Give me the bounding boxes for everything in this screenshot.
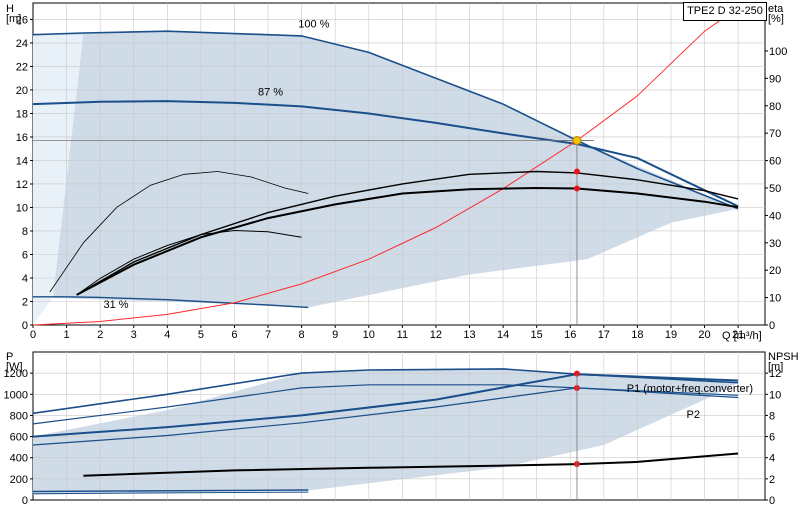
power-curve	[32, 387, 739, 446]
p-axis-unit: [W]	[6, 361, 23, 373]
npsh-tick-label: 6	[769, 432, 775, 444]
y2-tick-label: 100	[769, 46, 787, 58]
efficiency-curve	[49, 171, 309, 293]
y2-tick-label: 20	[769, 265, 781, 277]
y-tick-label: 4	[22, 273, 28, 285]
x-tick-label: 12	[430, 329, 442, 341]
y2-tick-label: 90	[769, 73, 781, 85]
p-tick-label: 600	[10, 432, 28, 444]
low-flow-area	[33, 34, 84, 325]
head-curve	[32, 30, 739, 210]
model-title: TPE2 D 32-250	[683, 2, 767, 21]
y-tick-label: 2	[22, 296, 28, 308]
efficiency-curve	[76, 229, 302, 296]
y2-tick-label: 60	[769, 156, 781, 168]
p-tick-label: 800	[10, 410, 28, 422]
x-tick-label: 9	[332, 329, 338, 341]
y-tick-label: 24	[16, 38, 28, 50]
x-tick-label: 6	[231, 329, 237, 341]
x-tick-label: 13	[463, 329, 475, 341]
x-tick-label: 11	[397, 329, 408, 341]
npsh-tick-label: 8	[769, 410, 775, 422]
npsh-tick-label: 10	[769, 389, 781, 401]
p-tick-label: 1000	[4, 389, 28, 401]
y2-tick-label: 0	[769, 320, 775, 332]
npsh-axis-unit: [m]	[768, 361, 783, 373]
x-tick-label: 2	[97, 329, 103, 341]
p-tick-label: 200	[10, 474, 28, 486]
efficiency-point	[573, 168, 580, 175]
y-tick-label: 6	[22, 249, 28, 261]
y-tick-label: 0	[22, 320, 28, 332]
x-tick-label: 1	[64, 329, 70, 341]
p-axis-label: P	[6, 351, 13, 363]
y2-tick-label: 50	[769, 183, 781, 195]
y-tick-label: 22	[16, 61, 28, 73]
label-p1: P1 (motor+freq.converter)	[627, 383, 753, 395]
x-tick-label: 10	[363, 329, 375, 341]
y-axis-label: H	[6, 3, 14, 15]
npsh-tick-label: 2	[769, 474, 775, 486]
x-tick-label: 0	[30, 329, 36, 341]
speed-label-100: 100 %	[298, 19, 329, 31]
speed-label-31: 31 %	[104, 299, 129, 311]
x-axis-label: Q [m³/h]	[722, 330, 762, 342]
npsh-tick-label: 12	[769, 368, 781, 380]
y-tick-label: 10	[16, 202, 28, 214]
p-tick-label: 1200	[4, 368, 28, 380]
x-tick-label: 5	[198, 329, 204, 341]
x-tick-label: 20	[698, 329, 710, 341]
y2-tick-label: 10	[769, 293, 781, 305]
head-curve	[33, 296, 309, 309]
x-tick-label: 21	[732, 329, 744, 341]
speed-label-87: 87 %	[258, 87, 283, 99]
power-curve	[32, 489, 309, 493]
npsh-tick-label: 0	[769, 495, 775, 507]
y2-tick-label: 30	[769, 238, 781, 250]
y2-tick-label: 70	[769, 128, 781, 140]
duty-point	[572, 135, 582, 145]
head-curve	[32, 100, 739, 208]
y-tick-label: 8	[22, 226, 28, 238]
power-curve	[83, 452, 739, 477]
power-curve	[32, 373, 739, 438]
power-curve	[32, 491, 309, 495]
x-tick-label: 17	[598, 329, 610, 341]
y2-tick-label: 80	[769, 101, 781, 113]
y2-axis-unit: [%]	[768, 13, 784, 25]
y-tick-label: 16	[16, 132, 28, 144]
operating-area	[49, 31, 739, 308]
p-tick-label: 400	[10, 453, 28, 465]
head-curve	[32, 7, 739, 326]
efficiency-curve	[76, 186, 739, 296]
x-tick-label: 8	[299, 329, 305, 341]
y-axis-unit: [m]	[6, 13, 21, 25]
x-tick-label: 16	[564, 329, 576, 341]
y-tick-label: 20	[16, 85, 28, 97]
power-operating-area	[33, 368, 739, 495]
x-tick-label: 4	[164, 329, 170, 341]
npsh-axis-label: NPSH	[768, 351, 799, 363]
efficiency-point	[573, 185, 580, 192]
efficiency-curve	[76, 170, 739, 296]
x-tick-label: 15	[531, 329, 543, 341]
x-tick-label: 3	[131, 329, 137, 341]
y2-tick-label: 40	[769, 210, 781, 222]
x-tick-label: 14	[497, 329, 509, 341]
y-tick-label: 26	[16, 14, 28, 26]
p-tick-label: 0	[22, 495, 28, 507]
y-tick-label: 18	[16, 108, 28, 120]
x-tick-label: 18	[631, 329, 643, 341]
y-tick-label: 12	[16, 179, 28, 191]
label-p2: P2	[687, 409, 700, 421]
x-tick-label: 7	[265, 329, 271, 341]
y2-axis-label: eta	[768, 3, 784, 15]
npsh-tick-label: 4	[769, 453, 775, 465]
x-tick-label: 19	[665, 329, 677, 341]
y-tick-label: 14	[16, 155, 28, 167]
